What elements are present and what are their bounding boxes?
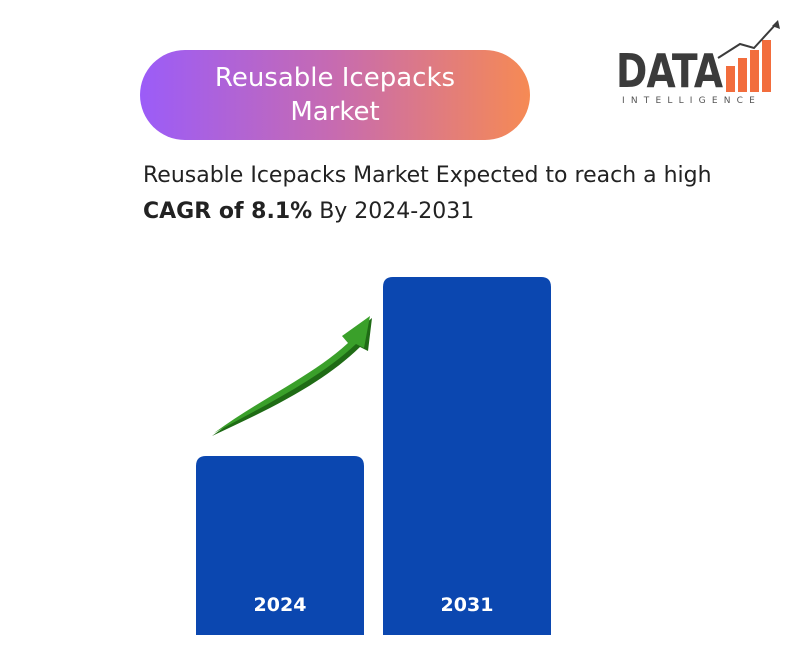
logo-wordmark: DATA <box>616 44 723 98</box>
bar-2031 <box>383 277 551 635</box>
headline-period: By 2024-2031 <box>312 199 475 224</box>
headline: Reusable Icepacks Market Expected to rea… <box>143 158 743 230</box>
page-title: Reusable Icepacks Market <box>214 63 456 127</box>
logo-bars-icon <box>717 20 780 92</box>
title-pill: Reusable Icepacks Market <box>140 50 530 140</box>
growth-arrow-icon <box>212 316 372 436</box>
bar-label-2024: 2024 <box>254 594 307 616</box>
logo: DATA INTELLIGENCE <box>614 20 784 115</box>
logo-subtitle: INTELLIGENCE <box>622 96 762 106</box>
bar-label-2031: 2031 <box>441 594 494 616</box>
headline-cagr: CAGR of 8.1% <box>143 199 313 224</box>
headline-text: Reusable Icepacks Market Expected to rea… <box>143 163 712 188</box>
bar-2024 <box>196 456 364 635</box>
